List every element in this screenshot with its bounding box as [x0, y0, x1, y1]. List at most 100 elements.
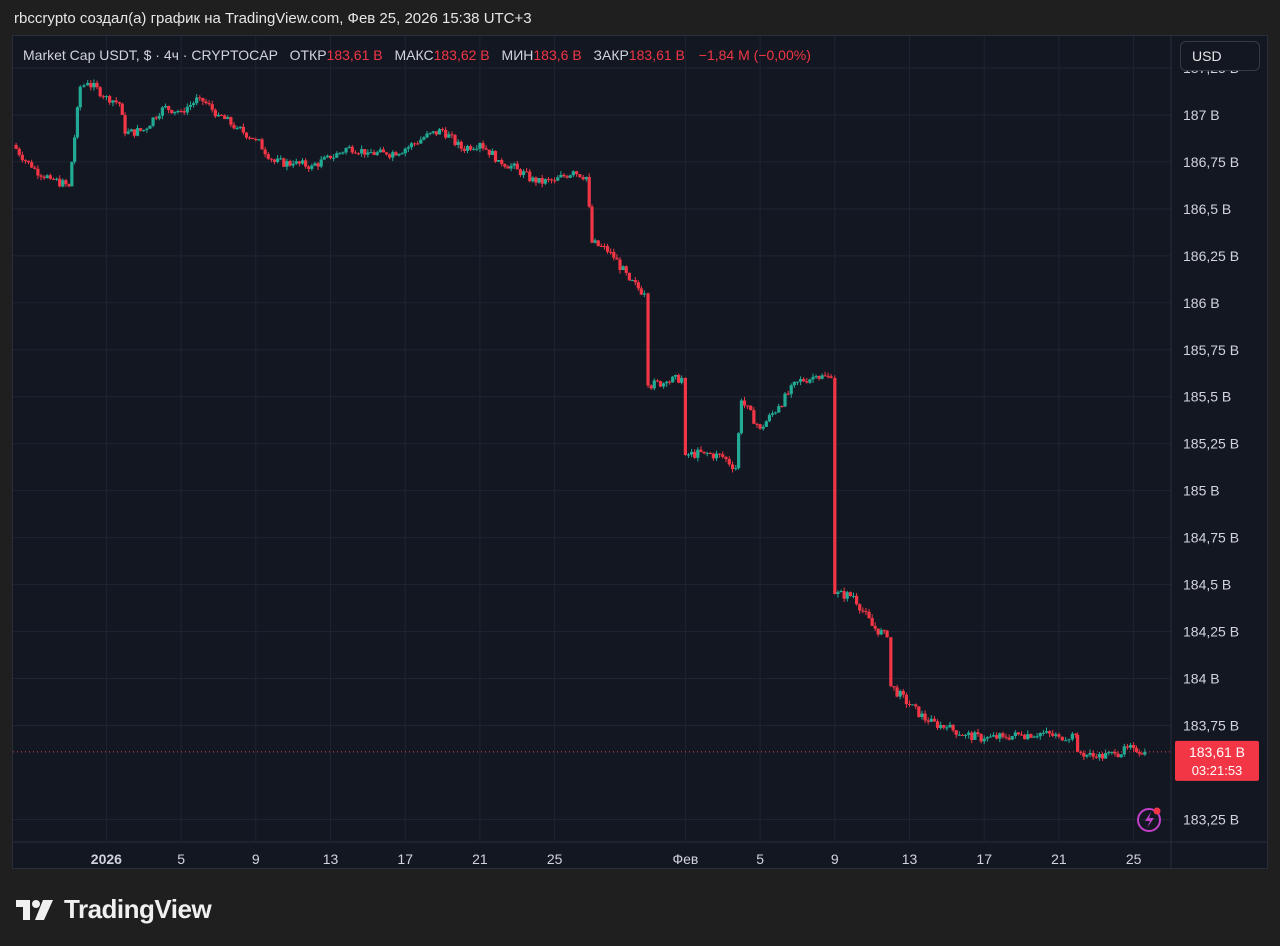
candle-body: [325, 155, 330, 158]
candle-body: [553, 180, 557, 182]
candle-body: [690, 451, 694, 455]
candle-body: [101, 96, 105, 98]
y-tick-label: 186,75 B: [1183, 154, 1239, 170]
candle-body: [465, 146, 470, 151]
candle-body: [347, 146, 351, 149]
candle-body: [1070, 733, 1074, 740]
candle-body: [472, 148, 476, 150]
change-value: −1,84 M (−0,00%): [698, 47, 811, 63]
candle-body: [188, 104, 193, 107]
candle-body: [456, 141, 460, 146]
candle-body: [1116, 753, 1120, 758]
candle-body: [1125, 746, 1130, 748]
candle-body: [1041, 732, 1045, 734]
candle-body: [400, 153, 404, 155]
candle-body: [543, 179, 547, 184]
candle-body: [350, 146, 354, 153]
candle-body: [332, 157, 336, 159]
candle-body: [584, 176, 588, 180]
candle-body: [867, 611, 871, 619]
candle-body: [360, 149, 364, 154]
candle-body: [780, 406, 784, 408]
x-tick-label: 25: [547, 851, 563, 867]
candle-body: [14, 144, 18, 149]
candle-body: [963, 734, 968, 736]
candle-body: [904, 694, 909, 705]
candle-body: [1007, 737, 1011, 740]
candle-body: [792, 381, 796, 386]
candle-body: [1064, 740, 1068, 742]
candle-body: [556, 177, 560, 181]
candle-body: [646, 293, 650, 386]
candle-body: [571, 171, 575, 176]
candle-body: [911, 704, 915, 706]
candle-body: [291, 163, 295, 166]
candle-body: [223, 115, 227, 120]
candle-body: [129, 129, 133, 132]
candle-body: [160, 107, 165, 116]
candle-body: [244, 132, 249, 138]
candle-body: [970, 732, 974, 740]
y-tick-label: 186,5 B: [1183, 201, 1231, 217]
candle-body: [578, 174, 582, 178]
candle-body: [288, 161, 292, 166]
candle-body: [528, 171, 532, 182]
candle-body: [686, 454, 691, 456]
candle-body: [848, 592, 852, 596]
candle-body: [665, 381, 669, 384]
candle-body: [1057, 734, 1061, 737]
candle-body: [882, 630, 886, 632]
candle-body: [269, 158, 273, 160]
candle-body: [1035, 736, 1039, 738]
candle-body: [95, 82, 99, 88]
candle-body: [515, 163, 519, 170]
lightning-alert-icon[interactable]: [1137, 807, 1161, 832]
candle-body: [1100, 754, 1105, 759]
currency-button[interactable]: USD: [1180, 41, 1260, 71]
candle-body: [409, 143, 414, 148]
candle-body: [468, 146, 473, 150]
low-label: МИН: [501, 47, 534, 63]
candle-body: [388, 154, 392, 158]
candle-body: [148, 125, 152, 129]
candle-body: [627, 272, 631, 281]
candle-body: [490, 150, 494, 155]
candle-body: [316, 163, 320, 167]
candle-body: [216, 114, 221, 117]
candle-body: [328, 155, 333, 159]
candle-body: [833, 377, 837, 594]
candle-body: [935, 721, 940, 728]
candle-body: [176, 111, 180, 113]
y-tick-label: 184 B: [1183, 671, 1220, 687]
candle-body: [378, 149, 382, 153]
symbol-name[interactable]: Market Cap USDT, $ · 4ч · CRYPTOCAP: [23, 47, 278, 63]
candle-body: [749, 405, 753, 411]
candle-body: [774, 412, 778, 414]
candle-body: [86, 82, 90, 86]
y-tick-label: 183,25 B: [1183, 811, 1239, 827]
candle-body: [1143, 751, 1147, 755]
candle-body: [204, 101, 208, 104]
x-tick-label: 9: [831, 851, 839, 867]
candle-body: [319, 159, 323, 167]
high-value: 183,62 B: [433, 47, 490, 63]
candle-body: [892, 686, 896, 688]
candle-body: [811, 376, 815, 380]
candle-body: [777, 406, 781, 413]
candle-body: [525, 171, 529, 173]
candle-body: [677, 375, 681, 383]
candle-body: [48, 175, 52, 179]
candle-body: [195, 97, 199, 104]
tradingview-logo[interactable]: TradingView: [16, 894, 212, 925]
candle-body: [20, 154, 24, 161]
candle-body: [976, 732, 980, 735]
candle-body: [1104, 752, 1108, 759]
candle-body: [403, 148, 407, 154]
symbol-legend: Market Cap USDT, $ · 4ч · CRYPTOCAP ОТКР…: [23, 47, 811, 63]
candle-body: [78, 86, 82, 108]
candle-body: [655, 380, 659, 382]
candle-body: [484, 148, 488, 150]
candle-body: [742, 400, 747, 406]
